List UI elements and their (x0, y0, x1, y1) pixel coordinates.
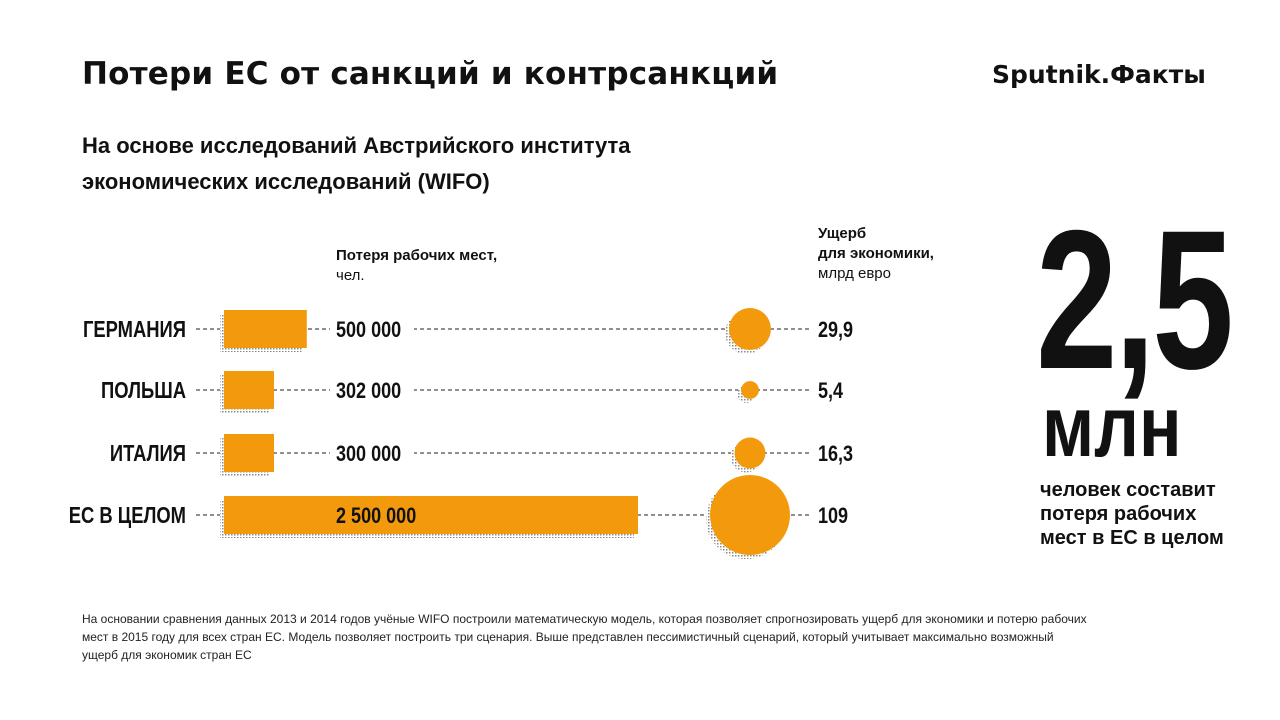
highlight-caption-line-2: потеря рабочих (1040, 503, 1197, 525)
damage-header-title-1: Ущерб (818, 225, 867, 242)
highlight-caption: человек составит потеря рабочих мест в Е… (1040, 478, 1224, 550)
jobs-value-label: 500 000 (336, 318, 401, 342)
jobs-bar (224, 496, 638, 534)
highlight-unit: млн (1042, 379, 1182, 475)
subtitle: На основе исследований Австрийского инст… (82, 128, 631, 200)
highlight-caption-line-1: человек составит (1040, 479, 1216, 501)
damage-circle (741, 381, 759, 399)
jobs-label-bg (330, 378, 414, 402)
damage-circle (729, 308, 771, 350)
footnote: На основании сравнения данных 2013 и 201… (82, 610, 1212, 664)
damage-label-bg (812, 378, 862, 402)
jobs-value-label: 300 000 (336, 442, 401, 466)
jobs-bar (224, 371, 275, 409)
chart-rows: 500 000 ГЕРМАНИЯ 29,9 302 000 ПОЛЬША 5,4 300 0… (69, 308, 862, 559)
losses-chart: 500 000 ГЕРМАНИЯ 29,9 302 000 ПОЛЬША 5,4 300 0… (68, 308, 862, 559)
jobs-value-label: 302 000 (336, 379, 401, 403)
jobs-label-bg (330, 441, 414, 465)
damage-label-bg (812, 503, 862, 527)
damage-header-unit: млрд евро (818, 265, 891, 282)
category-label: ПОЛЬША (101, 378, 186, 403)
jobs-header-title: Потеря рабочих мест, (336, 247, 498, 264)
damage-value-label: 109 (818, 504, 848, 528)
highlight-number: 2,5 (1036, 189, 1234, 410)
category-label: ИТАЛИЯ (110, 441, 186, 466)
category-label: ЕС В ЦЕЛОМ (69, 503, 186, 528)
brand-logo: Sputnik.Факты (992, 60, 1206, 89)
subtitle-line-2: экономических исследований (WIFO) (82, 169, 490, 194)
damage-value-label: 16,3 (818, 442, 853, 466)
damage-label-bg (812, 441, 862, 465)
page-title: Потери ЕС от санкций и контрсанкций (82, 56, 779, 92)
jobs-label-bg (330, 317, 414, 341)
jobs-value-label: 2 500 000 (336, 504, 416, 528)
damage-value-label: 29,9 (818, 318, 853, 342)
damage-header-title-2: для экономики, (818, 245, 934, 262)
subtitle-line-1: На основе исследований Австрийского инст… (82, 133, 631, 158)
damage-circle (710, 475, 790, 555)
jobs-header-unit: чел. (336, 267, 365, 284)
jobs-bar (224, 310, 307, 348)
damage-circle (734, 437, 766, 469)
damage-value-label: 5,4 (818, 379, 844, 403)
damage-column-header: Ущерб для экономики, млрд евро (818, 224, 934, 284)
footnote-line-2: мест в 2015 году для всех стран ЕС. Моде… (82, 630, 1054, 644)
damage-label-bg (812, 317, 862, 341)
highlight-caption-line-3: мест в ЕС в целом (1040, 527, 1224, 549)
footnote-line-3: ущерб для экономик стран ЕС (82, 648, 252, 662)
jobs-bar (224, 434, 274, 472)
category-label: ГЕРМАНИЯ (83, 317, 186, 342)
footnote-line-1: На основании сравнения данных 2013 и 201… (82, 612, 1087, 626)
jobs-column-header: Потеря рабочих мест, чел. (336, 246, 497, 286)
